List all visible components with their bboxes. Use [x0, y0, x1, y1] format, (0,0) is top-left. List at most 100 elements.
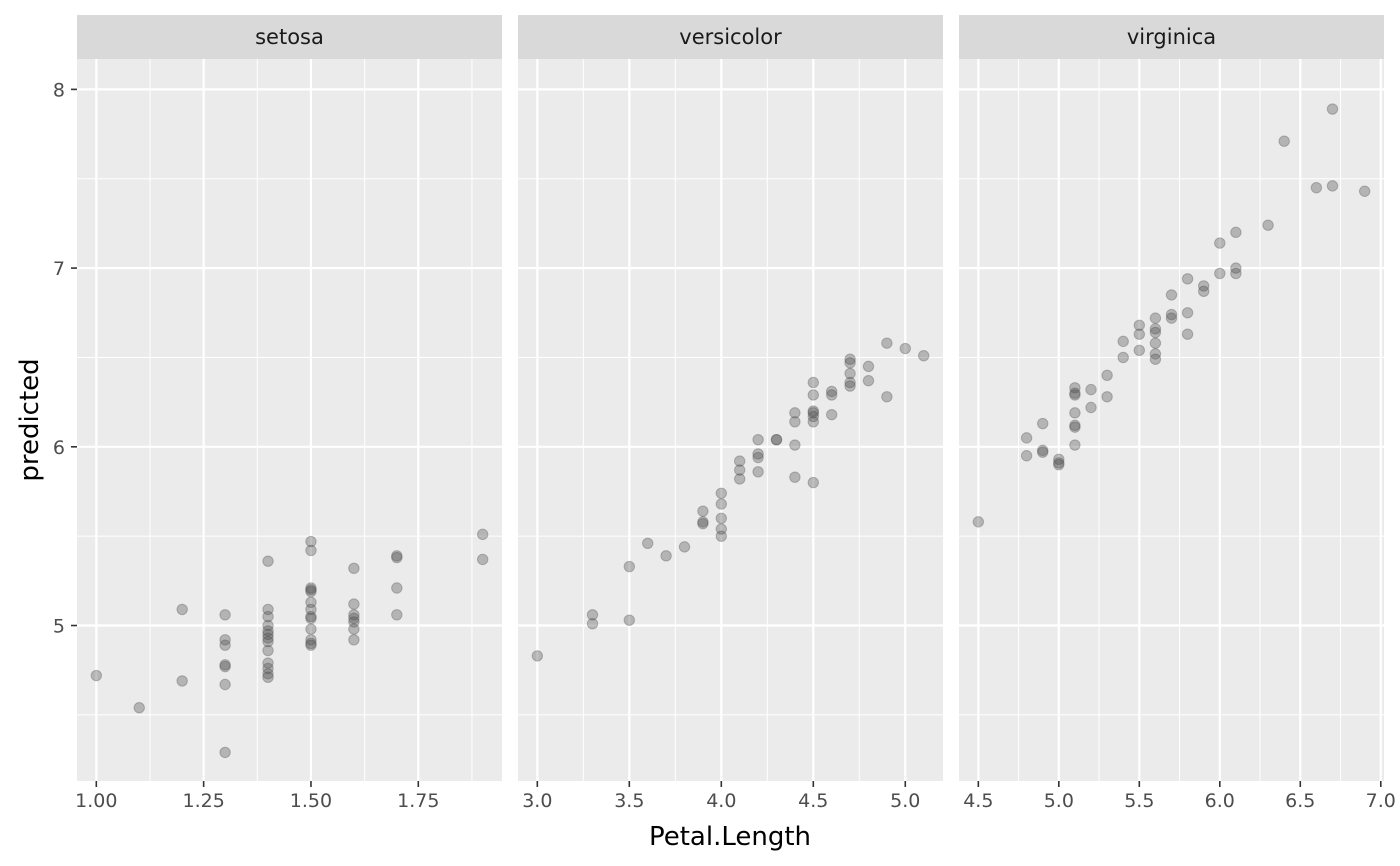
data-point [1069, 407, 1081, 419]
data-point [752, 466, 764, 478]
data-point [1020, 450, 1033, 462]
data-point [1181, 307, 1194, 319]
data-point [1214, 267, 1226, 280]
y-tick-label: 6 [53, 437, 65, 459]
data-point [623, 614, 636, 626]
data-point [715, 498, 728, 510]
data-point [348, 623, 360, 635]
data-point [262, 610, 274, 623]
data-point [531, 650, 544, 662]
data-point [262, 668, 274, 680]
data-point [1101, 391, 1113, 403]
data-point [1326, 180, 1339, 192]
data-point [844, 367, 856, 380]
data-point [1230, 226, 1242, 239]
x-tick-label: 5.0 [1044, 790, 1074, 812]
y-tick-label: 8 [53, 79, 65, 101]
facet-panel-setosa: setosa 1.00 1.25 1.50 1.75 [75, 15, 502, 812]
data-point [697, 516, 709, 528]
data-point [733, 473, 746, 485]
x-tick-label: 5.0 [890, 790, 920, 812]
data-point [825, 389, 838, 401]
data-point [1149, 348, 1162, 360]
data-point [825, 385, 838, 398]
facet-strip-label: versicolor [679, 25, 782, 49]
data-point [476, 553, 489, 566]
data-point [715, 530, 728, 542]
data-point [1230, 267, 1242, 280]
data-point [1214, 237, 1226, 249]
data-point [623, 560, 636, 573]
data-point [305, 544, 317, 557]
data-point [752, 433, 764, 446]
data-point [733, 464, 746, 476]
data-point [305, 623, 317, 635]
data-point [219, 609, 231, 621]
y-axis: 5 6 7 8 [53, 79, 77, 638]
data-point [348, 609, 360, 621]
x-axis-title: Petal.Length [649, 822, 811, 852]
facet-strip-label: setosa [255, 25, 324, 49]
data-point [1310, 181, 1323, 194]
data-point [305, 637, 317, 650]
data-point [476, 528, 489, 541]
data-point [305, 585, 317, 598]
data-point [862, 374, 875, 387]
data-point [1197, 280, 1210, 292]
data-point [348, 634, 360, 646]
data-point [391, 551, 403, 564]
data-point [1069, 382, 1081, 394]
data-point [1069, 419, 1081, 432]
data-point [1053, 458, 1065, 471]
data-point [1037, 444, 1049, 457]
data-point [1326, 103, 1339, 115]
data-point [219, 639, 231, 651]
panels-layer: setosa 1.00 1.25 1.50 1.75 versicolor 3.0 3.5 4.… [75, 15, 1396, 812]
data-point [586, 618, 599, 630]
data-point [844, 353, 856, 365]
data-point [262, 555, 274, 567]
data-point [881, 391, 893, 403]
data-point [825, 408, 838, 421]
data-point [305, 639, 317, 651]
data-point [844, 376, 856, 389]
data-point [262, 644, 274, 657]
data-point [807, 410, 819, 423]
data-point [807, 476, 819, 489]
data-point [1181, 273, 1194, 285]
data-point [391, 582, 403, 594]
data-point [1165, 308, 1178, 321]
facet-strip [518, 15, 943, 59]
x-tick-label: 5.5 [1124, 790, 1154, 812]
x-tick-label: 1.50 [290, 790, 332, 812]
data-point [262, 632, 274, 644]
data-point [219, 678, 231, 691]
data-point [881, 337, 893, 349]
x-tick-label: 3.5 [614, 790, 644, 812]
x-tick-label: 6.5 [1285, 790, 1315, 812]
facet-panel-virginica: virginica 4.5 5.0 5.5 6.0 6.5 7.0 [959, 15, 1396, 812]
data-point [262, 671, 274, 684]
data-point [678, 541, 691, 553]
data-point [1149, 353, 1162, 365]
data-point [262, 635, 274, 648]
data-point [305, 612, 317, 625]
data-point [807, 407, 819, 419]
data-point [305, 634, 317, 646]
panel-background [959, 59, 1384, 781]
data-point [1197, 285, 1210, 298]
facet-strip [959, 15, 1384, 59]
data-point [789, 471, 801, 483]
data-point [770, 433, 783, 446]
facet-strip-label: virginica [1127, 25, 1216, 49]
data-point [899, 342, 911, 355]
data-point [1053, 453, 1065, 466]
data-point [219, 634, 231, 646]
data-point [133, 702, 145, 714]
data-point [348, 562, 360, 575]
data-point [262, 662, 274, 675]
data-point [1069, 439, 1081, 451]
data-point [1149, 312, 1162, 324]
data-point [1117, 335, 1129, 348]
